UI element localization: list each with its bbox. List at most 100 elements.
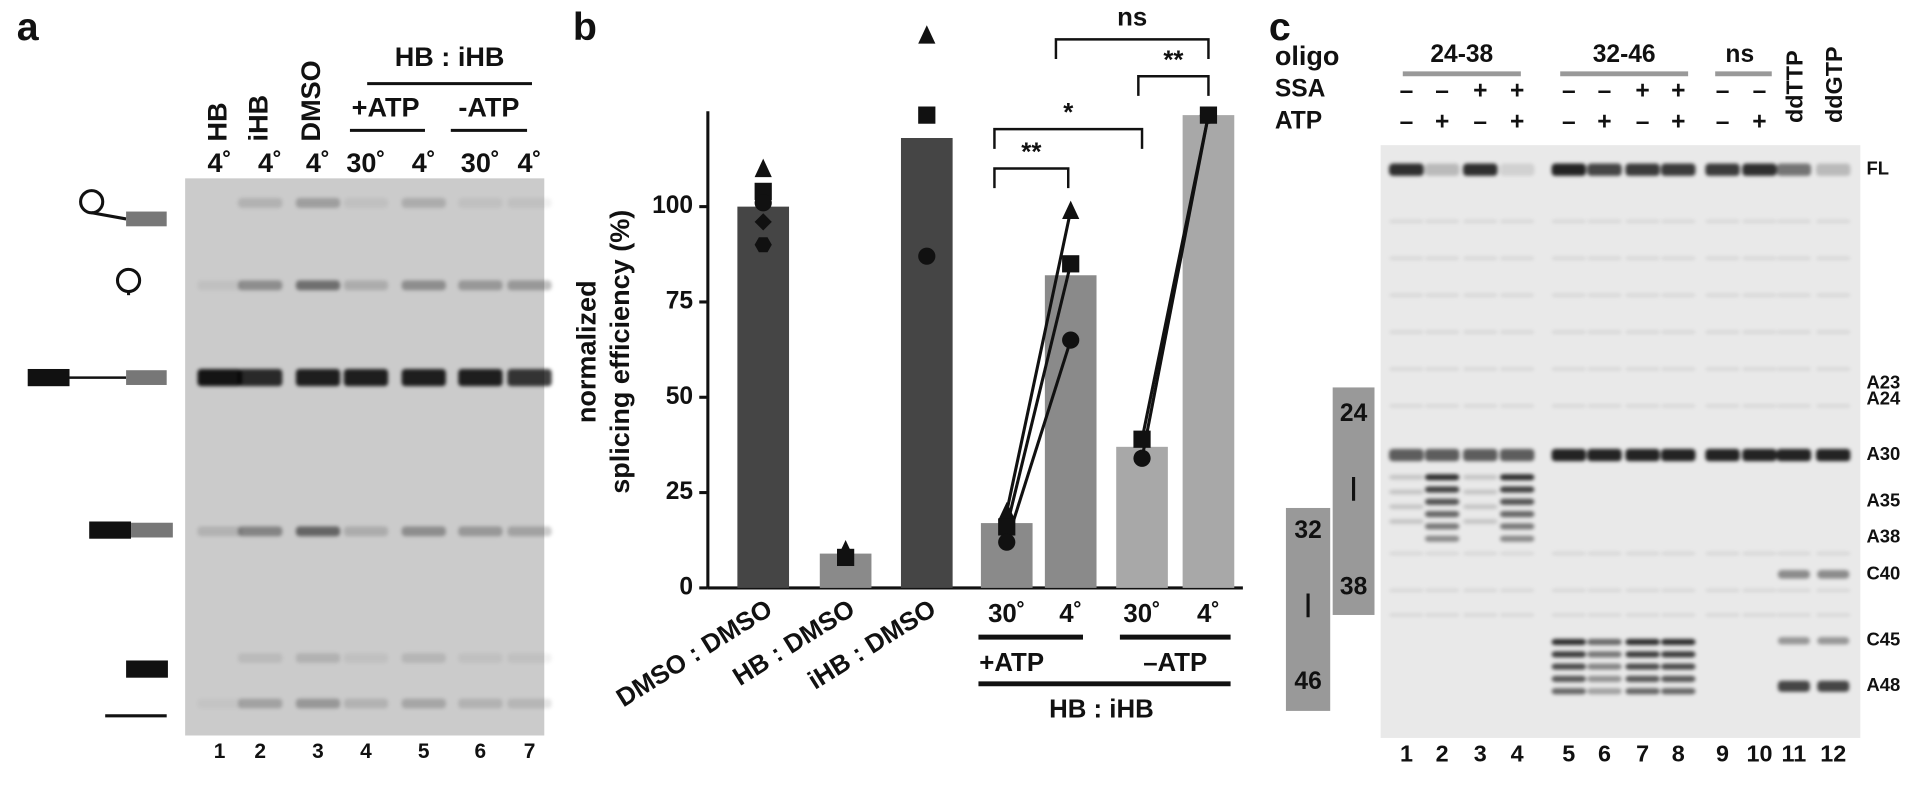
band <box>1551 651 1587 658</box>
band <box>1587 256 1622 261</box>
band-label: A38 <box>1866 525 1900 546</box>
band <box>1661 448 1696 462</box>
band <box>1661 651 1696 658</box>
band <box>507 368 552 387</box>
band <box>507 198 552 208</box>
band <box>1816 448 1851 462</box>
band <box>1587 219 1622 224</box>
band-label: FL <box>1866 158 1889 179</box>
band <box>1816 330 1851 334</box>
band <box>1776 293 1812 298</box>
bar <box>900 137 953 588</box>
lane-number: 1 <box>1400 740 1413 766</box>
band <box>1661 330 1696 334</box>
band <box>1499 330 1535 334</box>
band <box>1424 367 1460 371</box>
ssa-sign: + <box>1671 78 1685 105</box>
lane-number: 2 <box>1436 740 1449 766</box>
band <box>1661 588 1696 593</box>
lane-number: 5 <box>1562 740 1575 766</box>
band <box>1551 688 1587 695</box>
band <box>1424 523 1460 530</box>
band <box>343 698 389 709</box>
band <box>458 280 503 291</box>
band-label: C40 <box>1866 562 1900 583</box>
band <box>1424 404 1460 408</box>
band <box>1463 474 1498 480</box>
lane-number: 6 <box>1598 740 1611 766</box>
band <box>1705 367 1740 371</box>
bar <box>737 206 790 588</box>
band <box>238 280 283 291</box>
band <box>295 526 341 537</box>
band-label: A48 <box>1866 674 1900 695</box>
atp-sign: + <box>1510 108 1524 135</box>
band <box>1587 551 1622 556</box>
lane-number: 4 <box>1511 740 1524 766</box>
band <box>197 368 242 387</box>
group-label: HB : iHB <box>395 42 505 72</box>
band <box>1625 638 1660 646</box>
band <box>1625 219 1660 224</box>
band <box>1389 404 1424 408</box>
band <box>1499 486 1535 493</box>
oligo-box-label: 32 <box>1294 517 1321 544</box>
band <box>1499 535 1535 542</box>
x-tick-label: 30˚ <box>1123 600 1160 628</box>
band <box>1742 256 1777 261</box>
ssa-sign: – <box>1716 78 1730 105</box>
band <box>507 698 552 709</box>
band <box>1661 293 1696 298</box>
band <box>197 526 242 537</box>
band <box>1817 637 1850 645</box>
band <box>1705 163 1740 176</box>
band <box>1661 613 1696 617</box>
band <box>1816 293 1851 298</box>
point <box>754 237 772 253</box>
band <box>238 653 283 663</box>
band <box>1742 367 1777 371</box>
band <box>1776 330 1812 334</box>
gel-a <box>185 178 545 736</box>
band <box>343 526 389 537</box>
band <box>1625 163 1660 176</box>
band <box>1551 588 1587 593</box>
row-label: SSA <box>1275 75 1326 102</box>
band <box>1776 219 1812 224</box>
group-label: –ATP <box>1143 649 1207 677</box>
band <box>1661 663 1696 670</box>
lane-header: HB <box>203 102 233 141</box>
group-label: HB : iHB <box>1049 696 1154 724</box>
y-tick-label: 100 <box>652 192 693 219</box>
band <box>1742 404 1777 408</box>
point <box>1062 200 1080 220</box>
band <box>1625 404 1660 408</box>
band <box>1424 163 1460 176</box>
band <box>401 368 446 387</box>
band <box>1587 163 1622 176</box>
significance-bracket <box>1054 38 1210 60</box>
paired-line <box>1005 339 1073 543</box>
point <box>918 106 936 124</box>
significance-label: * <box>1063 99 1074 127</box>
atp-sign: + <box>1597 108 1611 135</box>
band <box>401 698 446 709</box>
band <box>1551 613 1587 617</box>
atp-sign: + <box>1752 108 1766 135</box>
lane-number: 7 <box>524 740 536 763</box>
condition: +ATP <box>352 93 420 123</box>
oligo-box <box>1285 507 1331 711</box>
band <box>1742 163 1777 176</box>
rna-icons <box>27 189 173 718</box>
condition: -ATP <box>458 93 519 123</box>
band <box>1625 663 1660 670</box>
panel-letter: c <box>1269 5 1291 49</box>
band <box>1551 638 1587 646</box>
band <box>1463 163 1498 176</box>
band <box>1625 613 1660 617</box>
band <box>1625 256 1660 261</box>
band <box>1463 504 1498 510</box>
band <box>1625 330 1660 334</box>
lane-header: ddGTP <box>1821 46 1847 123</box>
band <box>1705 293 1740 298</box>
